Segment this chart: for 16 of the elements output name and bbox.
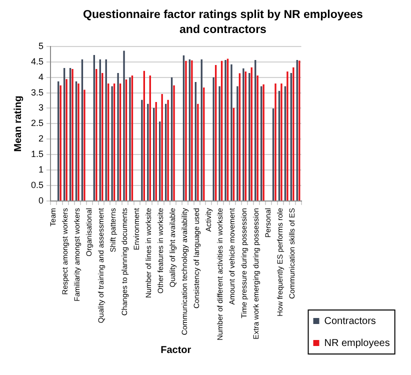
y-tick-label: 0 [38, 195, 44, 206]
y-tick-label: 1.5 [30, 149, 44, 160]
y-tick-label: 4.5 [30, 56, 44, 66]
y-axis-title: Mean rating [12, 96, 24, 152]
chart-title: Questionnaire factor ratings split by NR employees and contractors [82, 8, 364, 38]
legend-label: NR employees [324, 338, 390, 349]
y-tick-label: 4 [38, 72, 44, 82]
y-tick-label: 3.5 [30, 87, 44, 98]
y-tick-label: 0.5 [30, 180, 44, 190]
y-tick-label: 1 [38, 164, 44, 175]
x-axis-title: Factor [160, 344, 192, 356]
y-tick-label: 3 [38, 102, 44, 113]
legend-label: Contractors [324, 316, 376, 327]
y-tick-label: 5 [38, 40, 44, 51]
y-tick-label: 2 [38, 134, 44, 144]
y-tick-label: 2.5 [30, 118, 44, 128]
